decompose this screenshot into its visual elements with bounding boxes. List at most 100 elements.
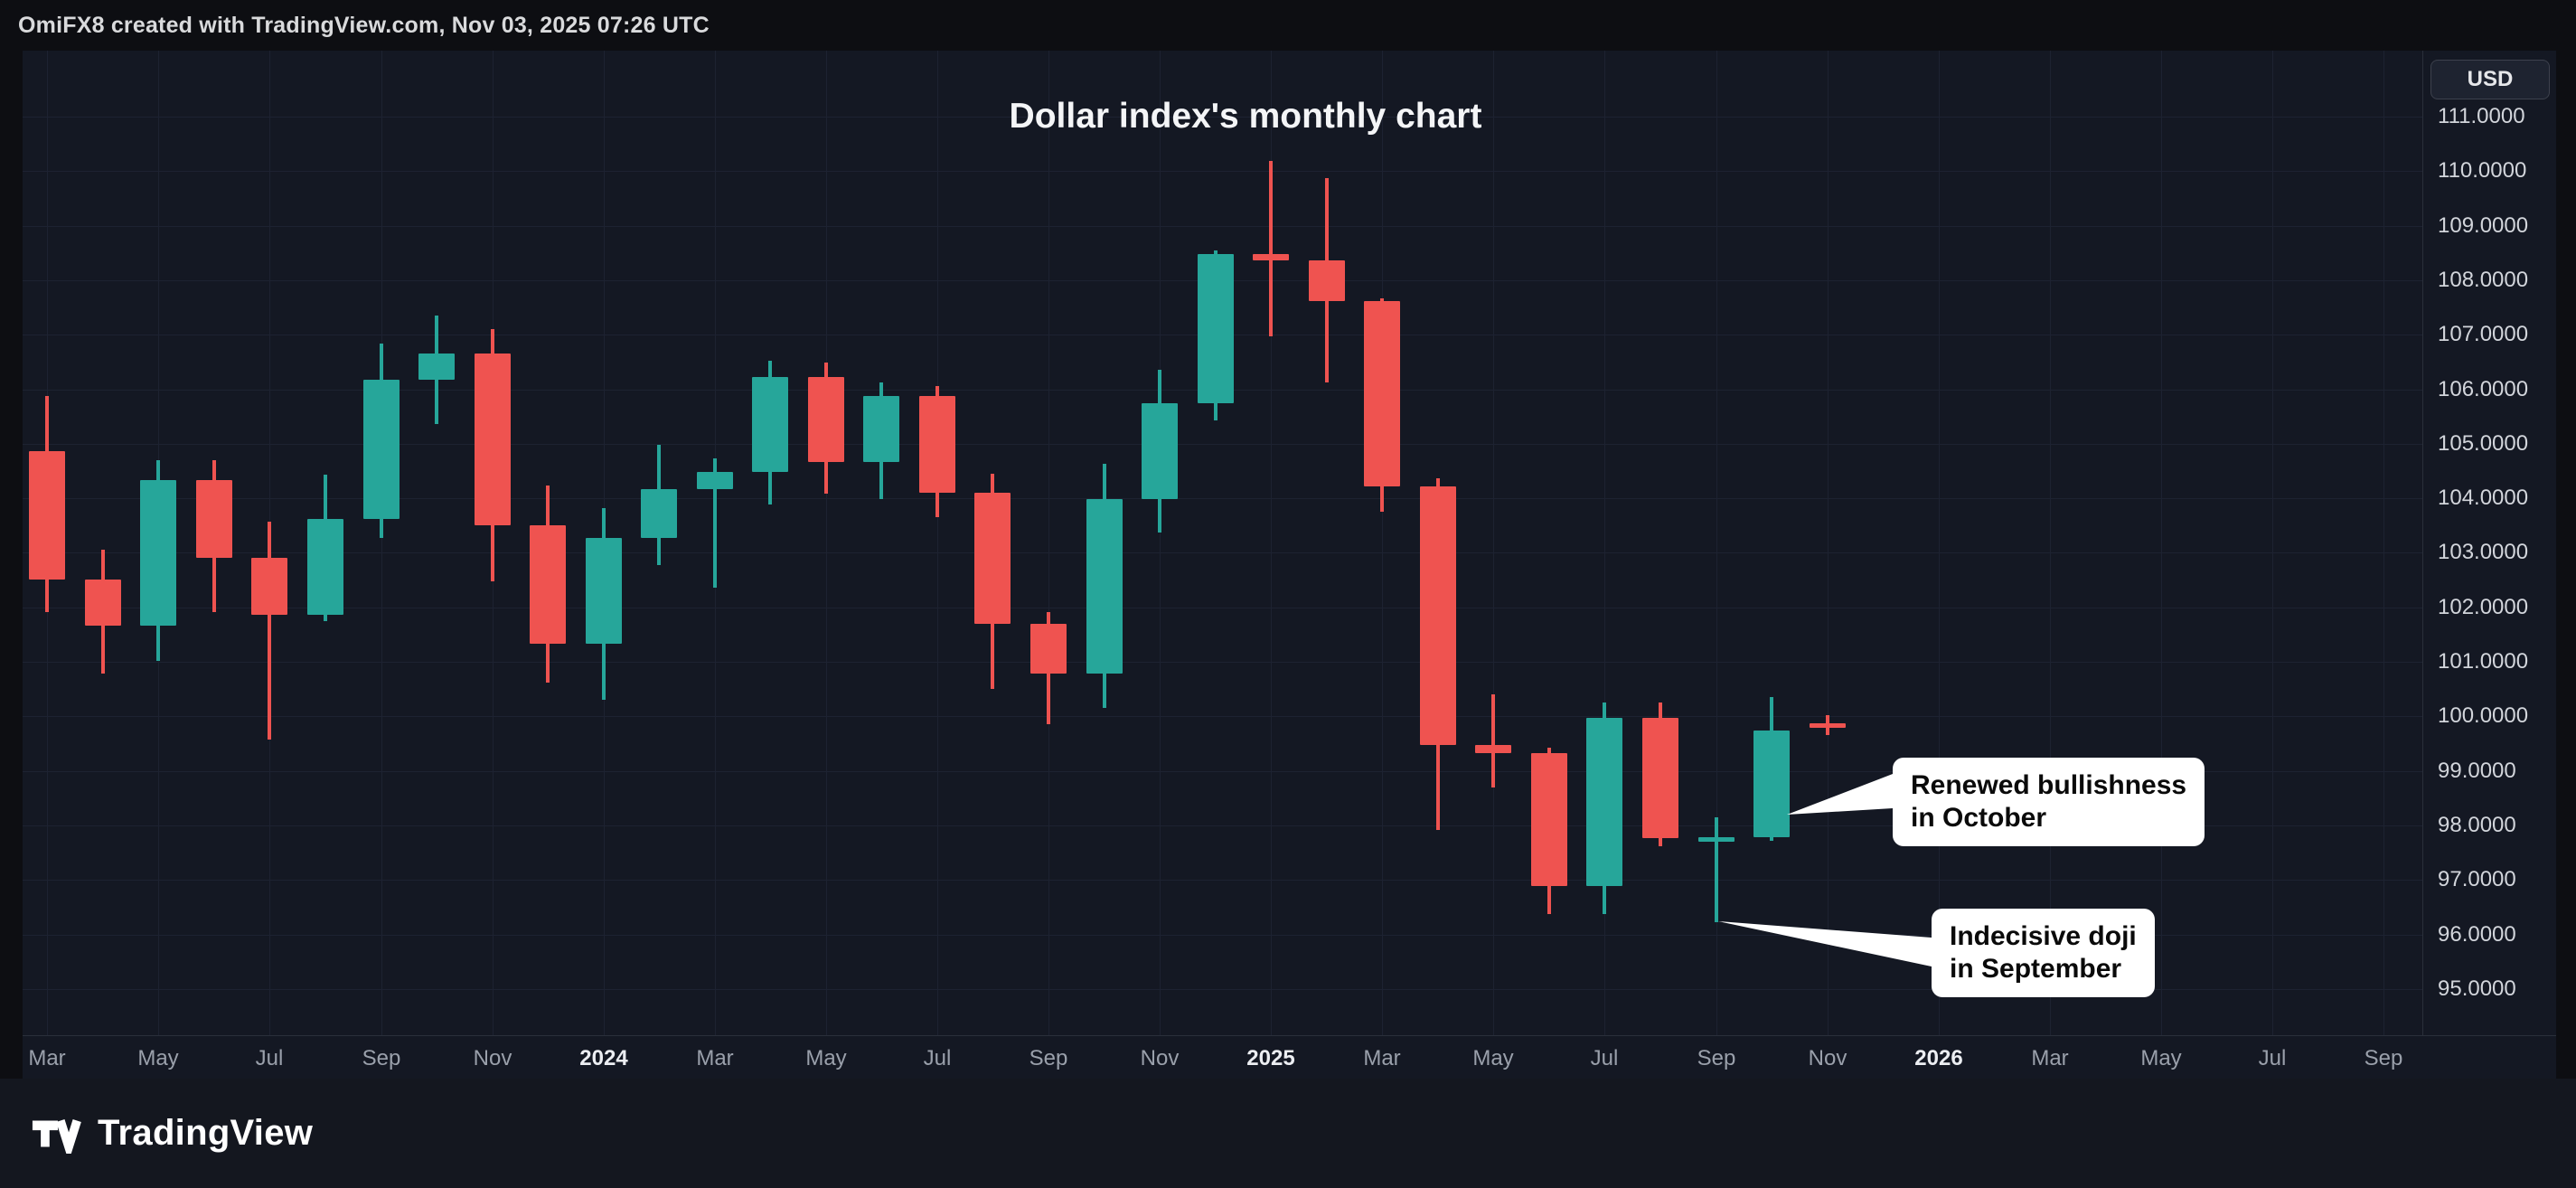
candle [251, 558, 287, 615]
time-axis-label: Nov [1808, 1046, 1847, 1070]
price-axis-label: 108.0000 [2438, 268, 2529, 292]
horizontal-gridline [23, 662, 2422, 663]
candle [808, 377, 844, 462]
price-axis-label: 107.0000 [2438, 322, 2529, 346]
time-axis-label: Mar [2031, 1046, 2069, 1070]
candle [363, 380, 400, 519]
vertical-gridline [2383, 51, 2384, 1035]
time-axis[interactable]: Mar May Jul Sep Nov 2024 Mar May Jul Sep Nov 2025 Ma… [23, 1035, 2556, 1080]
candle [697, 472, 733, 489]
candle [1531, 753, 1567, 886]
annotation-pointer-tails [1718, 774, 1932, 966]
candle [1198, 254, 1234, 403]
vertical-gridline [2161, 51, 2162, 1035]
footer: TradingView [0, 1079, 2576, 1188]
candle [1086, 499, 1123, 674]
price-axis-label: 96.0000 [2438, 922, 2516, 947]
vertical-gridline [1271, 51, 1272, 1035]
candle [1309, 260, 1345, 301]
vertical-gridline [1939, 51, 1940, 1035]
tradingview-logo-icon [32, 1118, 81, 1154]
candle [974, 493, 1011, 624]
price-axis-label: 106.0000 [2438, 377, 2529, 401]
vertical-gridline [937, 51, 938, 1035]
time-axis-label: Nov [1140, 1046, 1180, 1070]
candle [418, 354, 455, 380]
time-axis-label: 2024 [579, 1046, 628, 1070]
candle [1253, 254, 1289, 260]
candle [641, 489, 677, 538]
candle-wick [713, 458, 717, 588]
annotation-line: Renewed bullishness [1911, 770, 2187, 800]
annotation-line: in September [1950, 954, 2122, 984]
currency-button[interactable]: USD [2430, 60, 2550, 99]
candle [919, 396, 955, 493]
price-axis-label: 109.0000 [2438, 213, 2529, 238]
time-axis-label: Jul [255, 1046, 284, 1070]
candle-wick [268, 522, 271, 740]
price-axis-label: 111.0000 [2438, 104, 2525, 128]
price-axis-label: 99.0000 [2438, 759, 2516, 783]
candle [1030, 624, 1067, 674]
horizontal-gridline [23, 444, 2422, 445]
candle [1642, 718, 1678, 838]
vertical-gridline [1604, 51, 1605, 1035]
time-axis-label: May [137, 1046, 179, 1070]
time-axis-label: Jul [1590, 1046, 1619, 1070]
horizontal-gridline [23, 771, 2422, 772]
vertical-gridline [1828, 51, 1829, 1035]
candle [140, 480, 176, 626]
candle [85, 580, 121, 626]
horizontal-gridline [23, 989, 2422, 990]
candle-wick [1491, 694, 1495, 787]
time-axis-label: Sep [362, 1046, 401, 1070]
price-axis-label: 98.0000 [2438, 813, 2516, 837]
attribution-bar: OmiFX8 created with TradingView.com, Nov… [0, 0, 2576, 51]
annotation-indecisive-doji[interactable]: Indecisive doji in September [1932, 909, 2155, 997]
tradingview-logo-text: TradingView [98, 1113, 314, 1153]
vertical-gridline [2050, 51, 2051, 1035]
vertical-gridline [2272, 51, 2273, 1035]
horizontal-gridline [23, 935, 2422, 936]
horizontal-gridline [23, 226, 2422, 227]
candle [1142, 403, 1178, 499]
attribution-text: OmiFX8 created with TradingView.com, Nov… [18, 12, 710, 38]
chart-plot-area[interactable]: Dollar index's monthly chart Renewed bul… [23, 51, 2422, 1035]
time-axis-label: Sep [1697, 1046, 1736, 1070]
price-axis[interactable]: USD 111.0000 110.0000 109.0000 108.0000 107.… [2422, 51, 2557, 1035]
vertical-gridline [1048, 51, 1049, 1035]
candle [752, 377, 788, 472]
annotation-renewed-bullishness[interactable]: Renewed bullishness in October [1893, 758, 2205, 846]
chart-title: Dollar index's monthly chart [1009, 97, 1482, 136]
time-axis-label: 2026 [1914, 1046, 1963, 1070]
time-axis-label: 2025 [1246, 1046, 1295, 1070]
horizontal-gridline [23, 880, 2422, 881]
candle [1475, 745, 1511, 753]
candle [1753, 731, 1790, 837]
candle [1364, 301, 1400, 486]
vertical-gridline [1382, 51, 1383, 1035]
time-axis-label: Sep [2364, 1046, 2403, 1070]
vertical-gridline [1493, 51, 1494, 1035]
candle [530, 525, 566, 644]
horizontal-gridline [23, 552, 2422, 553]
horizontal-gridline [23, 498, 2422, 499]
chart-panel: Dollar index's monthly chart Renewed bul… [23, 51, 2556, 1079]
tradingview-logo-link[interactable]: TradingView [31, 1113, 313, 1154]
candle [307, 519, 343, 615]
time-axis-label: Jul [2258, 1046, 2287, 1070]
price-axis-label: 100.0000 [2438, 703, 2529, 728]
price-axis-label: 110.0000 [2438, 158, 2527, 183]
horizontal-gridline [23, 716, 2422, 717]
time-axis-label: Mar [1363, 1046, 1401, 1070]
candle [29, 451, 65, 580]
annotation-line: in October [1911, 803, 2047, 833]
time-axis-label: Jul [923, 1046, 952, 1070]
vertical-gridline [1160, 51, 1161, 1035]
time-axis-label: Mar [696, 1046, 734, 1070]
price-axis-label: 101.0000 [2438, 649, 2529, 674]
time-axis-label: May [2140, 1046, 2182, 1070]
candle-wick [1715, 817, 1718, 922]
vertical-gridline [826, 51, 827, 1035]
candle [586, 538, 622, 644]
